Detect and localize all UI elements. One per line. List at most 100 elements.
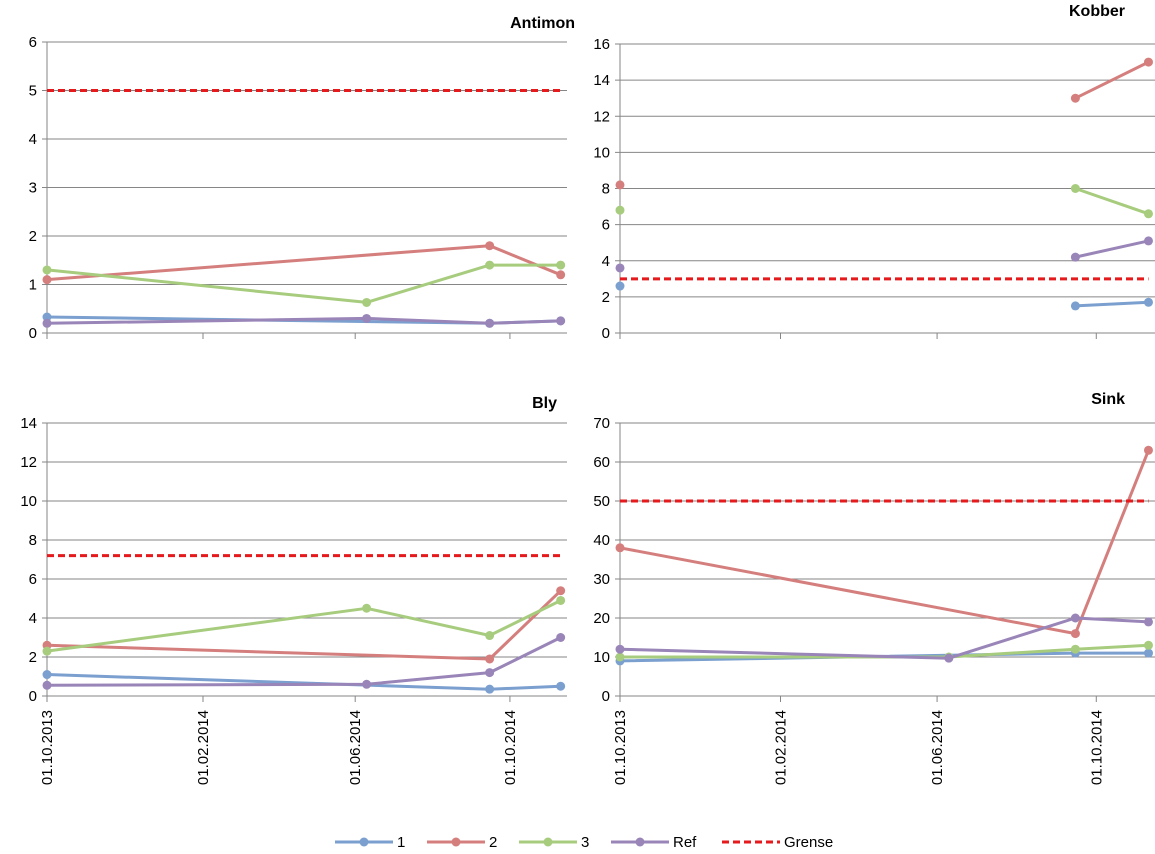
x-tick-label: 01.02.2014 — [195, 710, 212, 785]
x-tick-label: 01.06.2014 — [347, 710, 364, 785]
y-tick-label: 70 — [593, 415, 610, 432]
data-point — [615, 644, 625, 654]
legend-item-1: 1 — [335, 834, 405, 851]
series-3 — [42, 260, 566, 307]
data-point — [615, 263, 625, 273]
series-ref — [615, 236, 1153, 273]
legend: 1 2 3 Ref Grense — [335, 834, 833, 851]
x-tick-label: 01.06.2014 — [929, 710, 946, 785]
series-2 — [615, 445, 1153, 639]
y-tick-label: 12 — [20, 454, 37, 471]
legend-item-2: 2 — [427, 834, 497, 851]
y-tick-label: 4 — [29, 610, 37, 627]
data-point — [1143, 209, 1153, 219]
series-line — [46, 599, 562, 653]
y-tick-label: 14 — [20, 415, 37, 432]
y-tick-label: 30 — [593, 571, 610, 588]
chart-title: Kobber — [1069, 3, 1125, 20]
y-tick-label: 8 — [29, 532, 37, 549]
data-point — [615, 652, 625, 662]
data-point — [485, 631, 495, 641]
series-1 — [42, 670, 566, 694]
legend-label: 2 — [489, 834, 497, 851]
data-point — [556, 681, 566, 691]
y-tick-label: 2 — [602, 289, 610, 306]
data-point — [42, 646, 52, 656]
y-tick-label: 12 — [593, 108, 610, 125]
data-point — [1070, 613, 1080, 623]
data-point — [1070, 93, 1080, 103]
legend-label: 3 — [581, 834, 589, 851]
y-tick-label: 5 — [29, 83, 37, 100]
data-point — [42, 312, 52, 322]
data-point — [1143, 236, 1153, 246]
data-point — [485, 260, 495, 270]
y-tick-label: 8 — [602, 181, 610, 198]
series-line — [46, 673, 561, 691]
data-point — [615, 543, 625, 553]
chart-panel-sink: 0 10 20 30 40 50 60 70 01.10.2013 01.02.2014 01.06… — [593, 391, 1155, 785]
series-2 — [42, 586, 566, 664]
legend-item-ref: Ref — [611, 834, 697, 851]
x-tick-label: 01.10.2014 — [1088, 710, 1105, 785]
legend-marker — [635, 837, 645, 847]
series-line — [46, 316, 561, 325]
series-line — [46, 244, 562, 282]
data-point — [556, 270, 566, 280]
y-tick-label: 0 — [602, 325, 610, 342]
chart-title: Antimon — [510, 15, 575, 32]
data-point — [362, 603, 372, 613]
legend-label: Ref — [673, 834, 697, 851]
y-tick-label: 10 — [593, 649, 610, 666]
data-point — [42, 680, 52, 690]
data-point — [1143, 57, 1153, 67]
legend-label: Grense — [784, 834, 833, 851]
y-tick-label: 6 — [602, 217, 610, 234]
series-line — [46, 263, 561, 304]
series-3 — [42, 595, 566, 656]
chart-panel-antimon: 0 1 2 3 4 5 6 Antimon — [29, 15, 575, 342]
data-point — [485, 241, 495, 251]
data-point — [1143, 648, 1153, 658]
chart-panel-kobber: 0 2 4 6 8 10 12 14 16 Kobber — [593, 3, 1155, 342]
data-point — [1143, 445, 1153, 455]
y-tick-label: 0 — [29, 688, 37, 705]
legend-marker — [359, 837, 369, 847]
data-point — [615, 205, 625, 215]
chart-title: Sink — [1091, 391, 1125, 408]
data-point — [556, 586, 566, 596]
data-point — [42, 265, 52, 275]
y-tick-label: 6 — [29, 34, 37, 51]
data-point — [1070, 644, 1080, 654]
y-tick-label: 3 — [29, 180, 37, 197]
y-tick-label: 14 — [593, 72, 610, 89]
y-tick-label: 10 — [20, 493, 37, 510]
series-ref — [42, 633, 566, 690]
y-tick-label: 60 — [593, 454, 610, 471]
legend-label: 1 — [397, 834, 405, 851]
legend-item-grense: Grense — [722, 834, 833, 851]
series-line — [46, 636, 562, 687]
data-point — [1070, 629, 1080, 639]
legend-marker — [451, 837, 461, 847]
chart-title: Bly — [532, 395, 557, 412]
data-point — [1070, 252, 1080, 262]
data-point — [556, 595, 566, 605]
y-tick-label: 4 — [29, 131, 37, 148]
y-tick-label: 10 — [593, 144, 610, 161]
series-line — [619, 616, 1149, 660]
x-tick-label: 01.10.2014 — [502, 710, 519, 785]
series-line — [1074, 187, 1149, 216]
x-tick-label: 01.10.2013 — [612, 710, 629, 785]
series-line — [620, 643, 1149, 659]
series-2 — [615, 57, 1153, 190]
y-tick-label: 16 — [593, 36, 610, 53]
y-tick-label: 0 — [29, 325, 37, 342]
y-tick-label: 50 — [593, 493, 610, 510]
data-point — [1070, 301, 1080, 311]
data-point — [556, 633, 566, 642]
data-point — [485, 684, 495, 694]
y-tick-label: 1 — [29, 277, 37, 294]
data-point — [362, 297, 372, 307]
